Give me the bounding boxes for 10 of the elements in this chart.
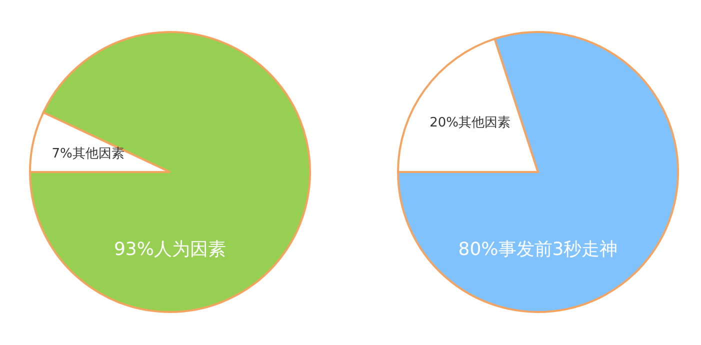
pie-slice — [397, 31, 679, 313]
data-label: 7% — [52, 146, 72, 162]
pie-slice — [29, 31, 311, 313]
slice-label: 其他因素 — [72, 146, 124, 162]
slice-label: 人为因素 — [154, 238, 226, 260]
slice-label: 其他因素 — [458, 115, 510, 130]
data-label: 20% — [430, 115, 458, 130]
data-label: 80% — [458, 238, 498, 260]
slice-label: 事发前3秒走神 — [498, 238, 618, 260]
data-label: 93% — [114, 238, 154, 260]
